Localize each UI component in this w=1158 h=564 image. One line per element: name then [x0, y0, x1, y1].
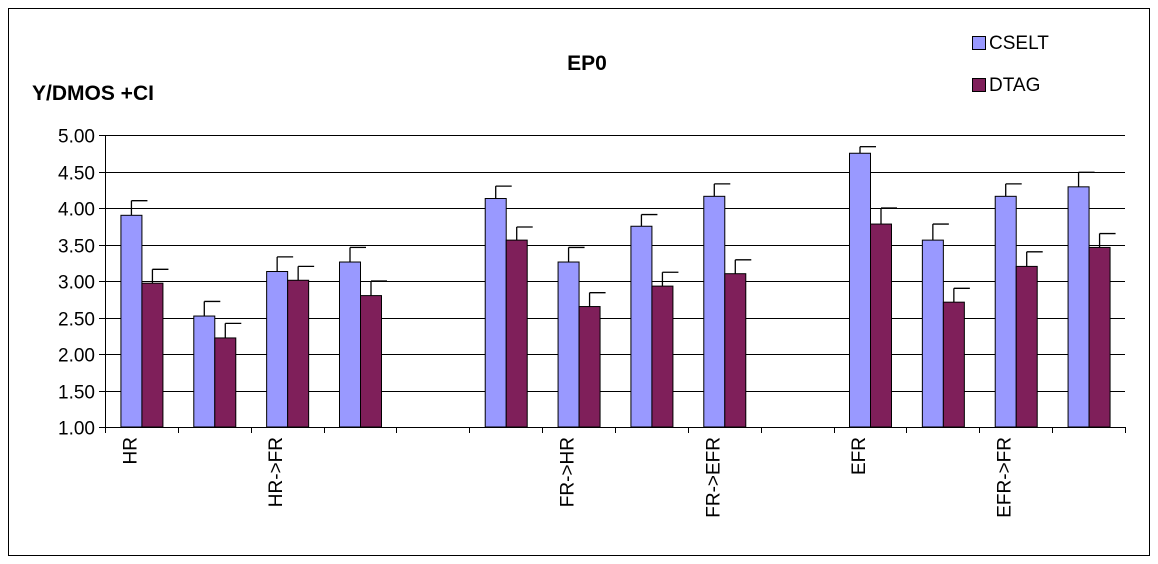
bar-dtag-13 — [1088, 246, 1111, 428]
bars — [120, 146, 1116, 428]
grid — [105, 135, 1125, 392]
legend-swatch-cselt — [972, 36, 986, 50]
y-axis-label: Y/DMOS +CI — [32, 82, 154, 105]
bar-cselt-2 — [266, 271, 289, 428]
bar-dtag-3 — [360, 295, 382, 428]
x-tick-label: HR — [120, 437, 141, 464]
x-tick-label: EFR->FR — [995, 437, 1016, 518]
y-tick-label: 1.50 — [58, 383, 95, 404]
bar-cselt-0 — [120, 214, 143, 428]
bar-cselt-7 — [630, 225, 653, 428]
legend: CSELT DTAG — [972, 33, 1049, 96]
bar-cselt-6 — [557, 261, 580, 428]
y-ticks: 1.00 1.50 2.00 2.50 3.00 3.50 4.00 4.50 5.00 — [58, 127, 105, 440]
bar-dtag-10 — [870, 223, 892, 428]
legend-label-dtag: DTAG — [989, 75, 1040, 96]
y-tick-label: 1.00 — [58, 419, 95, 440]
bar-cselt-1 — [193, 315, 216, 428]
bar-cselt-3 — [339, 261, 361, 428]
y-tick-label: 4.00 — [58, 200, 95, 221]
y-tick-label: 3.50 — [58, 237, 95, 258]
y-tick-label: 2.00 — [58, 346, 95, 367]
chart-frame — [8, 8, 1150, 556]
bar-cselt-11 — [921, 239, 944, 428]
bar-cselt-5 — [484, 198, 507, 428]
y-tick-label: 4.50 — [58, 164, 95, 185]
legend-swatch-dtag — [972, 78, 986, 92]
bar-cselt-8 — [703, 195, 726, 428]
bar-dtag-2 — [287, 279, 310, 428]
chart-title: EP0 — [567, 52, 607, 75]
bar-dtag-8 — [724, 273, 747, 428]
bar-cselt-13 — [1067, 186, 1090, 428]
x-tick-label: FR->HR — [558, 437, 579, 507]
y-tick-label: 2.50 — [58, 310, 95, 331]
x-ticks: HR HR->FR FR->HR FR->EFR EFR EFR->FR — [105, 427, 1126, 518]
bar-dtag-0 — [141, 282, 164, 428]
x-tick-label: EFR — [849, 437, 870, 475]
x-tick-label: HR->FR — [266, 437, 287, 507]
bar-cselt-10 — [849, 152, 871, 428]
x-tick-label: FR->EFR — [703, 437, 724, 518]
y-tick-label: 3.00 — [58, 273, 95, 294]
bar-dtag-1 — [214, 337, 237, 428]
bar-dtag-11 — [942, 301, 965, 428]
bar-cselt-12 — [994, 195, 1017, 428]
legend-label-cselt: CSELT — [989, 33, 1049, 54]
bar-dtag-7 — [651, 285, 674, 428]
y-tick-label: 5.00 — [58, 127, 95, 148]
bar-dtag-5 — [505, 239, 528, 428]
bar-dtag-12 — [1015, 265, 1038, 428]
bar-dtag-6 — [578, 306, 601, 428]
